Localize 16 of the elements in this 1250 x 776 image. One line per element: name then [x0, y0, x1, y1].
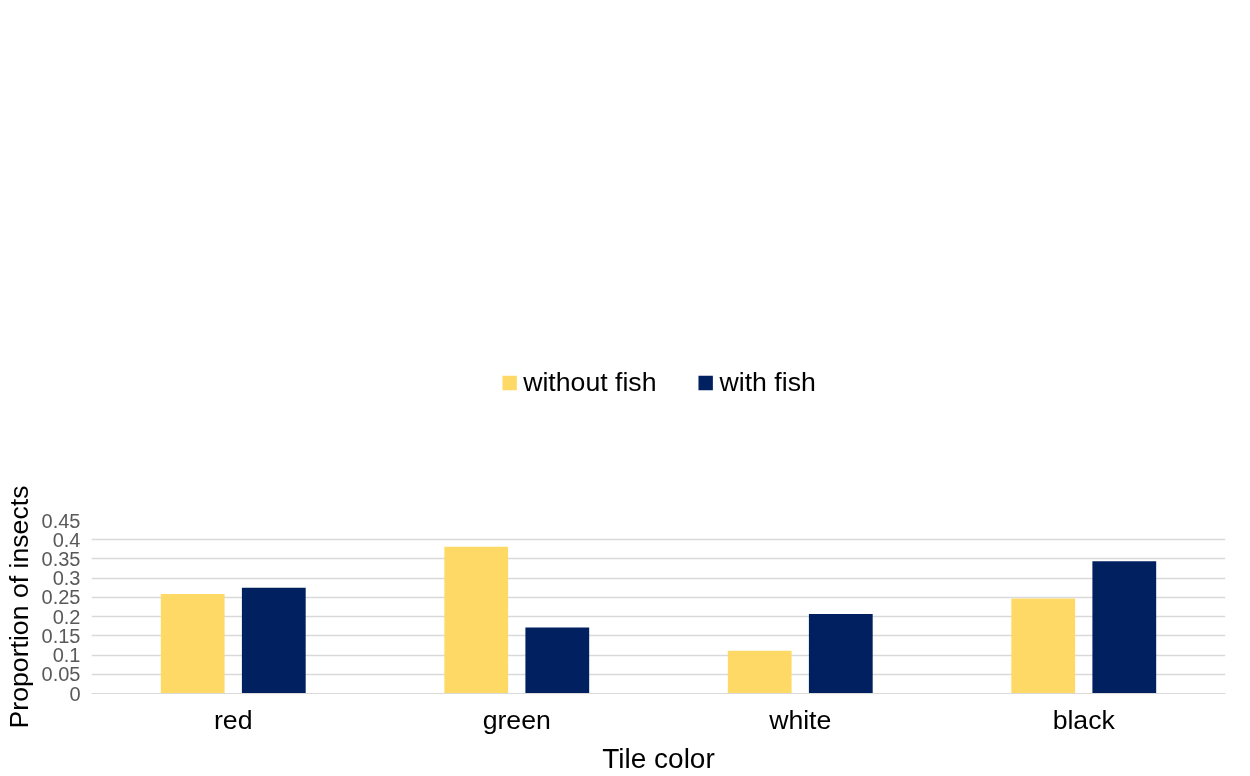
x-tick-label: red: [213, 704, 253, 735]
legend-label: without fish: [523, 366, 657, 398]
bar: [444, 546, 509, 694]
bar: [808, 613, 873, 694]
bar: [160, 593, 225, 694]
legend-label: with fish: [719, 366, 816, 398]
bar: [727, 650, 792, 694]
bar: [525, 627, 590, 694]
y-axis-title: Proportion of insects: [3, 485, 34, 729]
x-tick-label: white: [768, 704, 832, 735]
bar: [1092, 561, 1157, 694]
bar: [241, 587, 306, 694]
x-tick-label: black: [1052, 704, 1116, 735]
bar: [1011, 598, 1076, 694]
x-tick-label: green: [482, 704, 551, 735]
x-axis-title: Tile color: [602, 742, 715, 774]
